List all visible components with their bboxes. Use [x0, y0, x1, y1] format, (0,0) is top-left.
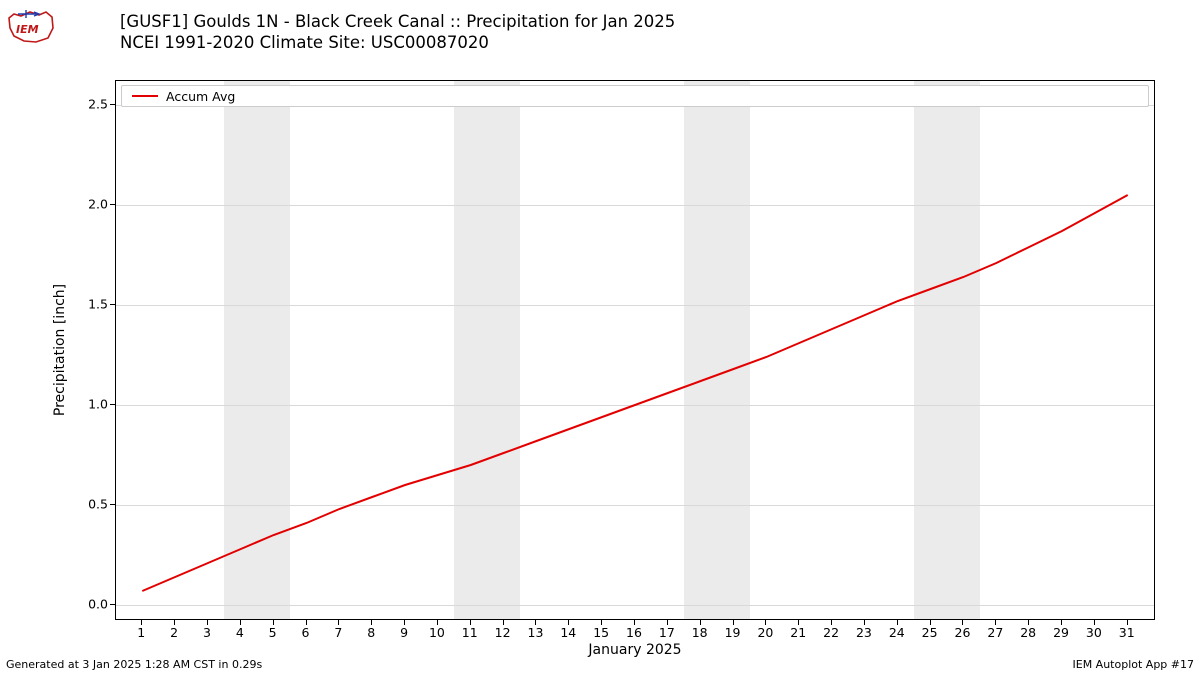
x-tick-mark — [930, 620, 931, 625]
legend-label: Accum Avg — [166, 89, 235, 104]
y-tick-mark — [110, 204, 115, 205]
x-tick-mark — [141, 620, 142, 625]
x-tick-label: 20 — [757, 625, 773, 640]
x-axis-label: January 2025 — [588, 642, 681, 658]
x-tick-label: 19 — [725, 625, 741, 640]
x-tick-label: 4 — [236, 625, 244, 640]
x-tick-label: 10 — [429, 625, 445, 640]
y-tick-mark — [110, 304, 115, 305]
legend: Accum Avg — [121, 85, 1149, 107]
x-tick-label: 16 — [626, 625, 642, 640]
x-tick-label: 12 — [495, 625, 511, 640]
y-tick-mark — [110, 404, 115, 405]
legend-swatch-icon — [132, 95, 158, 97]
x-tick-mark — [207, 620, 208, 625]
y-tick-label: 1.5 — [68, 297, 108, 312]
x-tick-mark — [470, 620, 471, 625]
x-tick-label: 8 — [367, 625, 375, 640]
x-tick-mark — [634, 620, 635, 625]
x-tick-mark — [240, 620, 241, 625]
x-tick-label: 22 — [823, 625, 839, 640]
x-tick-mark — [306, 620, 307, 625]
x-tick-mark — [568, 620, 569, 625]
x-tick-mark — [437, 620, 438, 625]
y-axis-label: Precipitation [inch] — [52, 284, 68, 416]
x-tick-mark — [371, 620, 372, 625]
x-tick-label: 5 — [269, 625, 277, 640]
x-tick-mark — [273, 620, 274, 625]
x-tick-label: 23 — [856, 625, 872, 640]
y-tick-label: 0.5 — [68, 497, 108, 512]
x-tick-label: 9 — [400, 625, 408, 640]
y-tick-label: 0.0 — [68, 597, 108, 612]
x-tick-label: 2 — [170, 625, 178, 640]
x-tick-mark — [338, 620, 339, 625]
iem-logo-icon: IEM — [6, 8, 56, 46]
x-tick-label: 13 — [528, 625, 544, 640]
plot-area: Accum Avg — [115, 80, 1155, 620]
x-tick-mark — [404, 620, 405, 625]
y-tick-mark — [110, 504, 115, 505]
x-tick-label: 6 — [302, 625, 310, 640]
x-tick-mark — [601, 620, 602, 625]
svg-text:IEM: IEM — [16, 23, 39, 36]
x-tick-mark — [962, 620, 963, 625]
footer-app: IEM Autoplot App #17 — [1073, 658, 1195, 671]
x-tick-mark — [503, 620, 504, 625]
x-tick-mark — [897, 620, 898, 625]
x-tick-label: 29 — [1053, 625, 1069, 640]
x-tick-label: 25 — [922, 625, 938, 640]
y-tick-label: 1.0 — [68, 397, 108, 412]
y-tick-label: 2.5 — [68, 97, 108, 112]
x-tick-label: 26 — [955, 625, 971, 640]
x-tick-label: 3 — [203, 625, 211, 640]
chart-title: [GUSF1] Goulds 1N - Black Creek Canal ::… — [120, 12, 675, 53]
y-tick-label: 2.0 — [68, 197, 108, 212]
x-tick-label: 7 — [334, 625, 342, 640]
y-tick-mark — [110, 104, 115, 105]
x-tick-label: 15 — [593, 625, 609, 640]
x-tick-mark — [995, 620, 996, 625]
x-tick-label: 17 — [659, 625, 675, 640]
x-tick-label: 11 — [462, 625, 478, 640]
footer-generated: Generated at 3 Jan 2025 1:28 AM CST in 0… — [6, 658, 262, 671]
x-tick-label: 21 — [790, 625, 806, 640]
y-tick-mark — [110, 604, 115, 605]
x-tick-mark — [1028, 620, 1029, 625]
x-tick-mark — [1127, 620, 1128, 625]
x-tick-label: 1 — [137, 625, 145, 640]
x-tick-label: 27 — [987, 625, 1003, 640]
x-tick-mark — [864, 620, 865, 625]
x-tick-mark — [798, 620, 799, 625]
x-tick-mark — [733, 620, 734, 625]
title-line2: NCEI 1991-2020 Climate Site: USC00087020 — [120, 33, 675, 54]
x-tick-mark — [831, 620, 832, 625]
x-tick-label: 14 — [560, 625, 576, 640]
x-tick-label: 28 — [1020, 625, 1036, 640]
x-tick-label: 24 — [889, 625, 905, 640]
x-tick-mark — [174, 620, 175, 625]
x-tick-mark — [765, 620, 766, 625]
x-tick-label: 18 — [692, 625, 708, 640]
x-tick-mark — [700, 620, 701, 625]
title-line1: [GUSF1] Goulds 1N - Black Creek Canal ::… — [120, 12, 675, 33]
x-tick-mark — [535, 620, 536, 625]
x-tick-mark — [667, 620, 668, 625]
x-tick-label: 30 — [1086, 625, 1102, 640]
x-tick-mark — [1094, 620, 1095, 625]
x-tick-label: 31 — [1119, 625, 1135, 640]
x-tick-mark — [1061, 620, 1062, 625]
line-series — [116, 81, 1154, 619]
